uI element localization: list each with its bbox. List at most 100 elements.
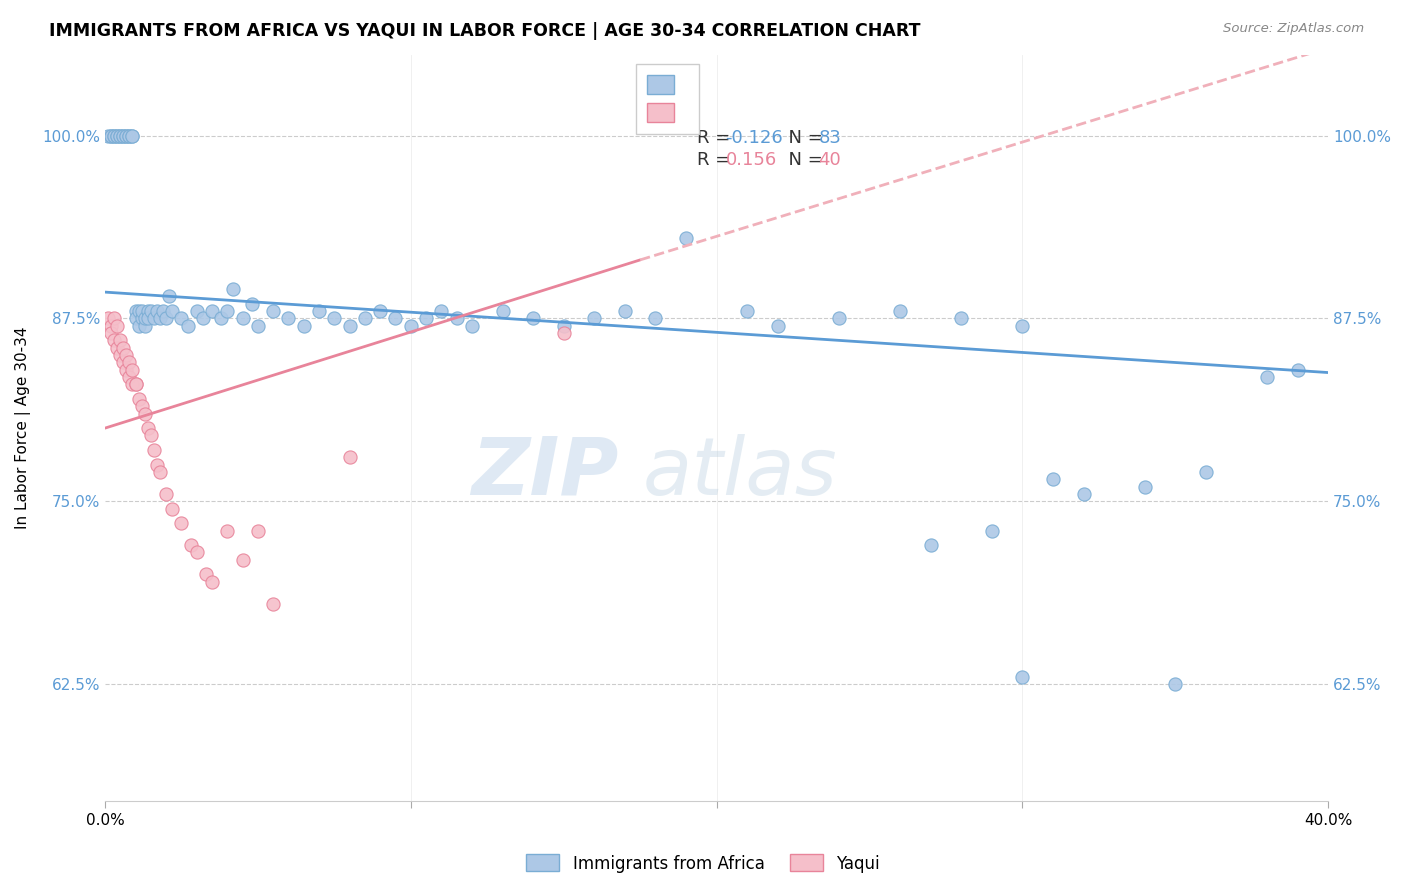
Point [103,311,125,326]
Point [121,128,143,143]
Point [112,128,135,143]
Y-axis label: In Labor Force | Age 30-34: In Labor Force | Age 30-34 [15,326,31,529]
Point [112,355,135,369]
Text: ZIP: ZIP [471,434,619,512]
Point [415,311,437,326]
Point [1073,487,1095,501]
Point [157,289,180,303]
Point [766,318,789,333]
Point [105,341,128,355]
Text: 83: 83 [818,129,841,147]
Point [1286,362,1309,376]
Point [112,128,135,143]
Point [323,311,346,326]
Point [134,311,156,326]
Point [162,501,184,516]
Point [139,304,162,318]
Point [1164,677,1187,691]
Point [162,304,184,318]
Point [112,341,135,355]
Point [1011,318,1033,333]
Point [240,297,263,311]
Point [128,392,150,406]
Point [308,304,330,318]
Point [155,311,177,326]
Point [368,304,391,318]
Text: R =: R = [697,129,737,147]
Point [115,128,138,143]
Point [828,311,851,326]
Point [1195,465,1218,479]
Point [201,304,224,318]
Point [124,311,146,326]
Point [103,128,125,143]
Point [491,304,513,318]
Point [100,128,122,143]
Point [152,304,174,318]
Text: IMMIGRANTS FROM AFRICA VS YAQUI IN LABOR FORCE | AGE 30-34 CORRELATION CHART: IMMIGRANTS FROM AFRICA VS YAQUI IN LABOR… [49,22,921,40]
Point [170,516,193,531]
Point [149,311,172,326]
Point [142,443,165,458]
Point [110,348,132,362]
Point [110,128,132,143]
Point [277,311,299,326]
Point [186,304,208,318]
Point [1042,472,1064,486]
Point [110,128,132,143]
Point [384,311,406,326]
Point [100,128,122,143]
Point [97,128,120,143]
Point [1011,670,1033,684]
Point [124,377,146,392]
Point [644,311,666,326]
Point [118,128,141,143]
Point [217,524,239,538]
Point [97,311,120,326]
Point [124,377,146,392]
Legend: , : , [636,64,699,134]
Point [149,465,172,479]
Point [292,318,315,333]
Point [339,450,361,465]
Point [191,311,214,326]
Text: 40: 40 [818,151,841,169]
Text: Source: ZipAtlas.com: Source: ZipAtlas.com [1223,22,1364,36]
Text: N =: N = [778,129,830,147]
Point [889,304,911,318]
Point [118,355,141,369]
Point [430,304,453,318]
Point [735,304,758,318]
Point [217,304,239,318]
Point [446,311,468,326]
Text: N =: N = [778,151,830,169]
Point [136,421,159,435]
Point [194,567,217,582]
Point [155,487,177,501]
Point [136,311,159,326]
Point [131,311,153,326]
Point [522,311,544,326]
Text: 0.156: 0.156 [725,151,776,169]
Point [201,574,224,589]
Point [105,128,128,143]
Point [170,311,193,326]
Point [246,318,269,333]
Point [134,318,156,333]
Text: R =: R = [697,151,742,169]
Point [613,304,636,318]
Point [134,407,156,421]
Point [354,311,377,326]
Point [209,311,232,326]
Point [115,128,138,143]
Point [139,428,162,442]
Point [980,524,1002,538]
Point [128,318,150,333]
Point [121,362,143,376]
Point [262,304,284,318]
Point [103,334,125,348]
Legend: Immigrants from Africa, Yaqui: Immigrants from Africa, Yaqui [519,847,887,880]
Point [675,231,697,245]
Point [246,524,269,538]
Point [103,128,125,143]
